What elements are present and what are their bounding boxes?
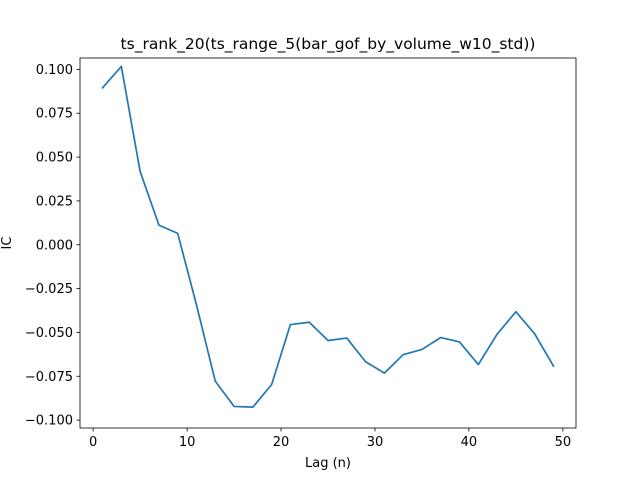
- x-tick-label: 50: [555, 435, 572, 450]
- y-axis: −0.100 −0.075 −0.050 −0.025 0.000 0.025 0.050 0…: [25, 63, 80, 429]
- x-axis-label: Lag (n): [305, 456, 351, 471]
- x-tick-label: 10: [179, 435, 196, 450]
- y-tick-label: 0.100: [36, 63, 73, 78]
- y-tick-label: −0.025: [25, 282, 73, 297]
- plot-frame: [79, 57, 577, 429]
- y-axis-label: IC: [0, 237, 15, 250]
- y-tick-label: 0.000: [36, 238, 73, 253]
- x-tick-label: 40: [461, 435, 478, 450]
- x-tick-label: 30: [367, 435, 384, 450]
- y-tick-label: −0.100: [25, 414, 73, 429]
- y-tick-label: −0.050: [25, 326, 73, 341]
- x-axis: 0 10 20 30 40 50: [89, 428, 571, 450]
- data-series: [101, 65, 555, 408]
- x-tick-label: 20: [273, 435, 290, 450]
- y-tick-label: 0.075: [36, 107, 73, 122]
- series-line: [101, 65, 555, 408]
- y-tick-label: 0.025: [36, 194, 73, 209]
- y-tick-label: 0.050: [36, 151, 73, 166]
- plot-area: [80, 58, 576, 428]
- x-tick-label: 0: [89, 435, 97, 450]
- y-tick-label: −0.075: [25, 370, 73, 385]
- chart-title: ts_rank_20(ts_range_5(bar_gof_by_volume_…: [121, 35, 536, 54]
